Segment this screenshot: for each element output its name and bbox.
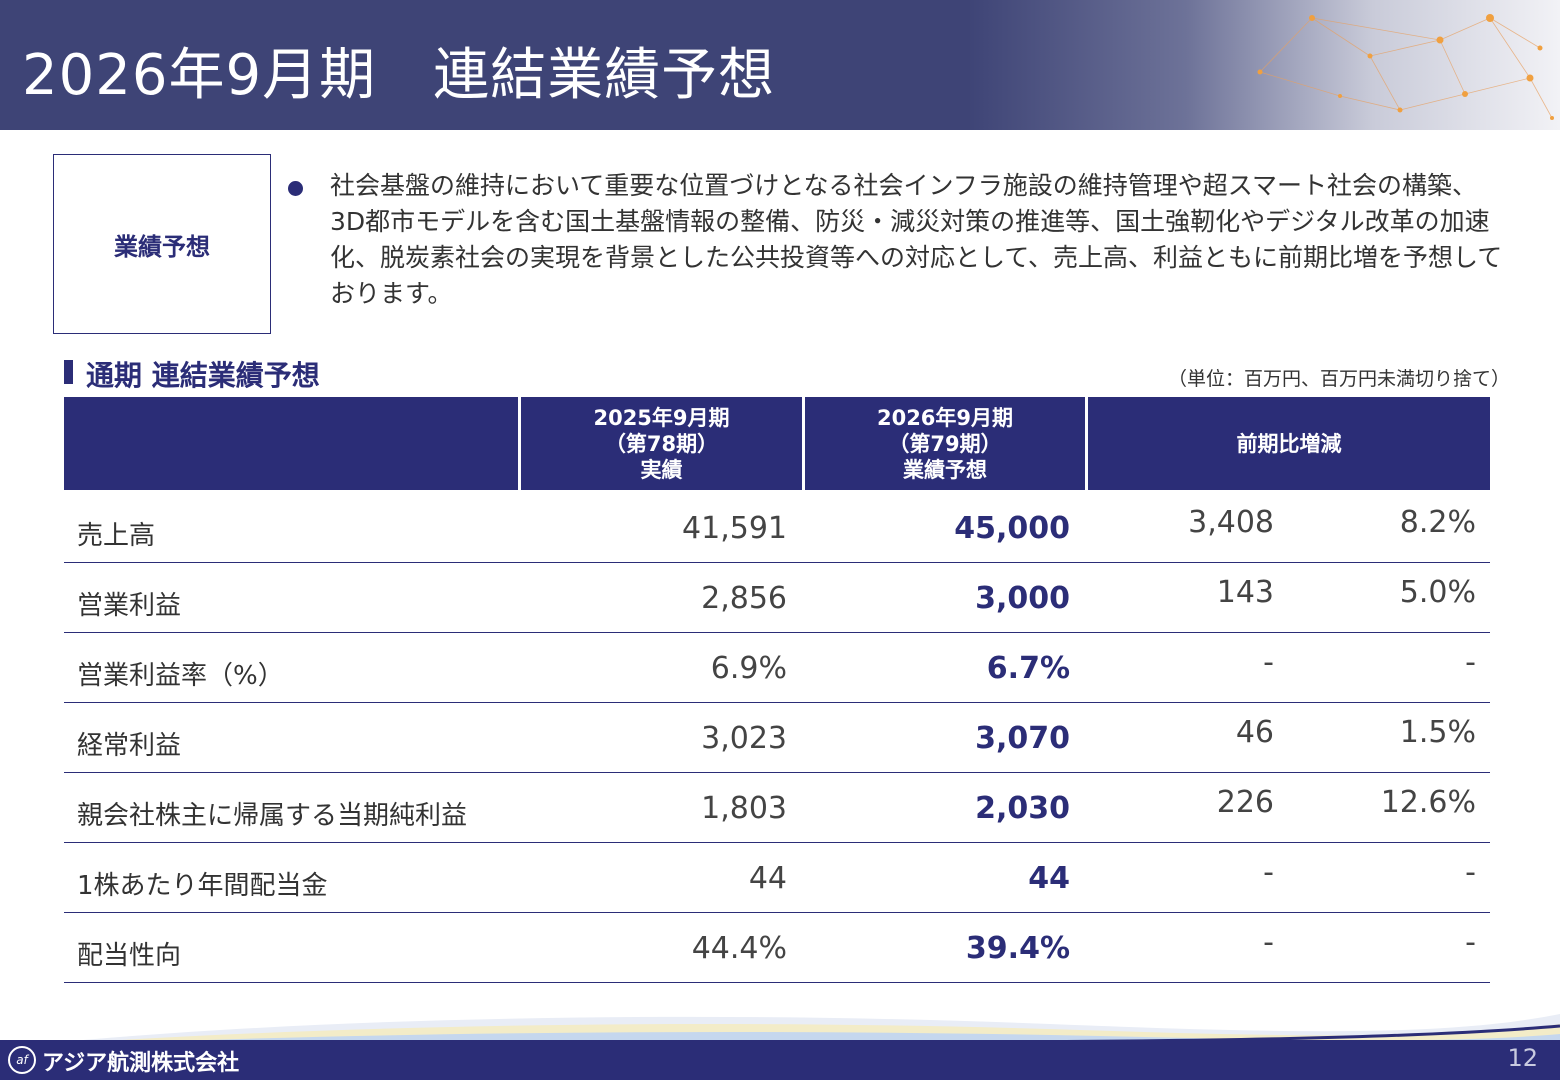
company-logo-icon: af: [8, 1046, 36, 1074]
table-row: 経常利益 3,023 3,070 46 1.5%: [64, 703, 1490, 773]
table-row: 売上高 41,591 45,000 3,408 8.2%: [64, 493, 1490, 563]
table-row: 親会社株主に帰属する当期純利益 1,803 2,030 226 12.6%: [64, 773, 1490, 843]
actual-value: 2,856: [701, 581, 787, 616]
table-row: 配当性向 44.4% 39.4% - -: [64, 913, 1490, 983]
row-label: 1株あたり年間配当金: [77, 871, 328, 901]
forecast-label: 業績予想: [114, 232, 210, 261]
actual-value: 44.4%: [691, 931, 787, 966]
change-rate: -: [1465, 925, 1476, 960]
table-header: 2025年9月期 （第78期） 実績 2026年9月期 （第79期） 業績予想 …: [64, 397, 1490, 490]
row-label: 売上高: [77, 521, 156, 551]
change-rate: -: [1465, 645, 1476, 680]
row-label: 配当性向: [77, 941, 182, 971]
section-title: 通期 連結業績予想: [86, 359, 320, 392]
header-forecast: 2026年9月期 （第79期） 業績予想: [876, 405, 1014, 482]
slide-title: 2026年9月期 連結業績予想: [22, 43, 776, 108]
change-rate: 12.6%: [1380, 785, 1476, 820]
change-amount: 143: [1216, 575, 1274, 610]
table-row: 営業利益 2,856 3,000 143 5.0%: [64, 563, 1490, 633]
change-amount: -: [1263, 925, 1274, 960]
change-amount: -: [1263, 645, 1274, 680]
unit-note: （単位：百万円、百万円未満切り捨て）: [1167, 368, 1510, 390]
page-number: 12: [1507, 1044, 1538, 1072]
row-label: 営業利益: [77, 591, 182, 621]
actual-value: 3,023: [701, 721, 787, 756]
actual-value: 6.9%: [710, 651, 787, 686]
forecast-value: 3,070: [975, 721, 1070, 756]
network-decoration: [1257, 14, 1554, 120]
table-row: 営業利益率（%） 6.9% 6.7% - -: [64, 633, 1490, 703]
change-amount: -: [1263, 855, 1274, 890]
table-row: 1株あたり年間配当金 44 44 - -: [64, 843, 1490, 913]
actual-value: 44: [748, 861, 787, 896]
header-change: 前期比増減: [1236, 431, 1342, 456]
bullet-icon: [288, 181, 303, 196]
change-rate: 1.5%: [1399, 715, 1476, 750]
header-separator: [802, 397, 805, 490]
slide-header: 2026年9月期 連結業績予想: [0, 0, 1560, 130]
row-label: 営業利益率（%）: [77, 661, 284, 691]
header-actual: 2025年9月期 （第78期） 実績: [593, 405, 730, 482]
summary-text: 社会基盤の維持において重要な位置づけとなる社会インフラ施設の維持管理や超スマート…: [330, 171, 1503, 308]
forecast-value: 39.4%: [965, 931, 1070, 966]
forecast-value: 44: [1028, 861, 1070, 896]
company-name: アジア航測株式会社: [42, 1051, 240, 1076]
header-separator: [1085, 397, 1088, 490]
actual-value: 41,591: [682, 511, 787, 546]
header-separator: [518, 397, 521, 490]
change-amount: 3,408: [1188, 505, 1274, 540]
change-rate: 8.2%: [1399, 505, 1476, 540]
forecast-value: 45,000: [954, 511, 1070, 546]
change-amount: 226: [1216, 785, 1274, 820]
change-amount: 46: [1235, 715, 1274, 750]
forecast-label-box: 業績予想: [53, 154, 271, 334]
row-label: 経常利益: [77, 731, 182, 761]
forecast-value: 6.7%: [986, 651, 1070, 686]
row-label: 親会社株主に帰属する当期純利益: [77, 801, 468, 831]
forecast-value: 3,000: [975, 581, 1070, 616]
change-rate: -: [1465, 855, 1476, 890]
footer-bar: [0, 1040, 1560, 1080]
forecast-value: 2,030: [975, 791, 1070, 826]
actual-value: 1,803: [701, 791, 787, 826]
section-marker-icon: [64, 360, 73, 384]
change-rate: 5.0%: [1399, 575, 1476, 610]
